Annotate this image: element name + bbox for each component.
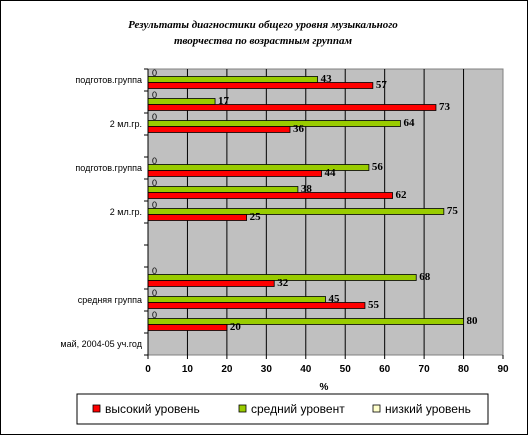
category-label: подготов.группа (75, 163, 142, 173)
data-label: 0 (152, 266, 157, 276)
data-label: 43 (321, 73, 333, 85)
data-label: 0 (152, 310, 157, 320)
x-tick-label: 60 (379, 364, 391, 375)
x-tick-label: 90 (497, 364, 509, 375)
data-label: 0 (152, 156, 157, 166)
category-label: 2 мл.гр. (110, 207, 142, 217)
x-tick-label: 20 (221, 364, 233, 375)
data-label: 0 (152, 178, 157, 188)
data-label: 0 (152, 288, 157, 298)
bar (147, 126, 291, 133)
x-tick-label: 10 (182, 364, 194, 375)
bar (147, 208, 445, 215)
legend-label: низкий уровень (385, 402, 471, 416)
x-axis-label: % (320, 382, 329, 393)
data-label: 25 (250, 211, 262, 223)
legend-swatch (238, 404, 247, 413)
data-label: 17 (218, 95, 230, 107)
bar (147, 296, 326, 303)
data-label: 62 (396, 189, 408, 201)
legend-box (76, 393, 489, 425)
legend-label: высокий уровень (105, 402, 200, 416)
legend-swatch (372, 404, 381, 413)
legend-swatch (92, 404, 101, 413)
bar (147, 186, 299, 193)
category-label: средняя группа (78, 295, 142, 305)
bar (147, 164, 370, 171)
data-label: 0 (152, 90, 157, 100)
category-label: подготов.группа (75, 75, 142, 85)
bar (147, 214, 248, 221)
category-label: май, 2004-05 уч.год (60, 339, 142, 349)
data-label: 36 (293, 123, 305, 135)
data-label: 45 (329, 293, 341, 305)
data-label: 57 (376, 79, 388, 91)
chart-title-line-1: Результаты диагностики общего уровня муз… (128, 19, 398, 31)
legend-label: средний уровент (251, 402, 345, 416)
bar (147, 82, 374, 89)
x-tick-label: 0 (145, 364, 151, 375)
data-label: 0 (152, 68, 157, 78)
data-label: 20 (230, 321, 242, 333)
bar (147, 76, 319, 83)
x-tick-label: 70 (419, 364, 431, 375)
bar (147, 98, 216, 105)
x-tick-label: 50 (340, 364, 352, 375)
x-tick-label: 80 (458, 364, 470, 375)
data-label: 0 (152, 112, 157, 122)
data-label: 75 (447, 205, 459, 217)
x-tick-label: 30 (261, 364, 273, 375)
data-label: 56 (372, 161, 384, 173)
x-axis-ticks: 0 10 20 30 40 50 60 70 80 90 (144, 68, 509, 375)
category-labels: подготов.группа 2 мл.гр. подготов.группа 2 … (60, 75, 142, 349)
bar (147, 104, 437, 111)
legend: высокий уровень средний уровент низкий уро… (92, 402, 471, 416)
bar (147, 318, 464, 325)
data-label: 32 (277, 277, 289, 289)
data-label: 55 (368, 299, 380, 311)
bar (147, 324, 228, 331)
bar (147, 120, 401, 127)
bar (147, 280, 275, 287)
data-labels: 0 43 57 0 17 73 0 64 36 0 56 44 0 38 62 0 75 25 0 68 32 0 45 55… (152, 68, 478, 333)
data-label: 0 (152, 200, 157, 210)
data-label: 64 (403, 117, 415, 129)
chart-title-line-2: творчества по возрастным группам (174, 35, 353, 47)
data-label: 38 (301, 183, 313, 195)
bar (147, 192, 393, 199)
bar (147, 170, 322, 177)
data-label: 73 (439, 101, 451, 113)
category-label: 2 мл.гр. (110, 119, 142, 129)
data-label: 80 (467, 315, 479, 327)
data-label: 44 (325, 167, 337, 179)
data-label: 68 (419, 271, 431, 283)
x-tick-label: 40 (300, 364, 312, 375)
